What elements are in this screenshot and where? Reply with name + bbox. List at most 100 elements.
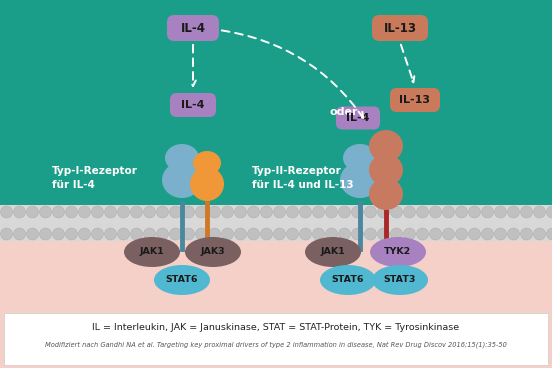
Ellipse shape	[124, 237, 180, 267]
FancyBboxPatch shape	[167, 15, 219, 41]
Circle shape	[104, 206, 116, 218]
Circle shape	[533, 206, 545, 218]
Circle shape	[300, 206, 311, 218]
Circle shape	[352, 228, 364, 240]
Ellipse shape	[305, 237, 361, 267]
FancyBboxPatch shape	[372, 15, 428, 41]
Circle shape	[235, 206, 247, 218]
Text: oder: oder	[330, 107, 358, 117]
Circle shape	[52, 206, 65, 218]
Bar	[0, 205, 552, 241]
Text: TYK2: TYK2	[384, 248, 412, 256]
Text: IL-4: IL-4	[346, 113, 370, 123]
Circle shape	[13, 206, 25, 218]
Circle shape	[26, 228, 39, 240]
Circle shape	[495, 228, 507, 240]
Circle shape	[507, 228, 519, 240]
Ellipse shape	[370, 237, 426, 267]
Circle shape	[209, 228, 220, 240]
FancyBboxPatch shape	[390, 88, 440, 112]
Circle shape	[235, 228, 247, 240]
Ellipse shape	[185, 237, 241, 267]
Text: Modifiziert nach Gandhi NA et al. Targeting key proximal drivers of type 2 infla: Modifiziert nach Gandhi NA et al. Target…	[45, 342, 507, 348]
Circle shape	[195, 228, 208, 240]
Text: IL-13: IL-13	[400, 95, 431, 105]
Text: JAK3: JAK3	[201, 248, 225, 256]
Circle shape	[455, 228, 468, 240]
Circle shape	[443, 228, 454, 240]
Circle shape	[338, 228, 351, 240]
Circle shape	[169, 228, 182, 240]
Circle shape	[390, 206, 402, 218]
Circle shape	[104, 228, 116, 240]
Circle shape	[13, 228, 25, 240]
Circle shape	[261, 206, 273, 218]
Circle shape	[261, 228, 273, 240]
Ellipse shape	[165, 144, 199, 172]
Ellipse shape	[193, 151, 221, 175]
Text: STAT6: STAT6	[166, 276, 198, 284]
Bar	[4, 313, 548, 365]
Circle shape	[469, 228, 480, 240]
Circle shape	[209, 206, 220, 218]
Circle shape	[404, 206, 416, 218]
Circle shape	[469, 206, 480, 218]
Circle shape	[352, 206, 364, 218]
Circle shape	[157, 228, 168, 240]
Circle shape	[300, 228, 311, 240]
Ellipse shape	[340, 162, 380, 198]
Circle shape	[1, 206, 13, 218]
Circle shape	[92, 228, 104, 240]
Bar	[0, 241, 552, 368]
Circle shape	[312, 206, 325, 218]
Circle shape	[417, 228, 428, 240]
Circle shape	[130, 206, 142, 218]
Circle shape	[546, 228, 552, 240]
Circle shape	[169, 206, 182, 218]
Circle shape	[326, 206, 337, 218]
Circle shape	[429, 228, 442, 240]
Circle shape	[326, 228, 337, 240]
Circle shape	[40, 206, 51, 218]
Circle shape	[221, 206, 233, 218]
Circle shape	[417, 206, 428, 218]
Ellipse shape	[154, 265, 210, 295]
Circle shape	[286, 206, 299, 218]
Circle shape	[455, 206, 468, 218]
Ellipse shape	[190, 167, 224, 201]
Ellipse shape	[372, 265, 428, 295]
Text: JAK1: JAK1	[321, 248, 346, 256]
Circle shape	[118, 228, 130, 240]
Circle shape	[378, 206, 390, 218]
Circle shape	[286, 228, 299, 240]
Circle shape	[312, 228, 325, 240]
Circle shape	[78, 206, 91, 218]
Circle shape	[533, 228, 545, 240]
Ellipse shape	[369, 130, 403, 162]
Circle shape	[273, 228, 285, 240]
Circle shape	[495, 206, 507, 218]
FancyBboxPatch shape	[336, 106, 380, 130]
Circle shape	[78, 228, 91, 240]
Circle shape	[26, 206, 39, 218]
Circle shape	[481, 206, 493, 218]
Text: JAK1: JAK1	[140, 248, 164, 256]
Circle shape	[364, 206, 376, 218]
Circle shape	[443, 206, 454, 218]
FancyBboxPatch shape	[170, 93, 216, 117]
Circle shape	[429, 206, 442, 218]
Circle shape	[390, 228, 402, 240]
Circle shape	[157, 206, 168, 218]
Circle shape	[404, 228, 416, 240]
Circle shape	[195, 206, 208, 218]
Circle shape	[144, 228, 156, 240]
Circle shape	[130, 228, 142, 240]
Circle shape	[66, 206, 77, 218]
Circle shape	[66, 228, 77, 240]
Text: Typ-II-Rezeptor
für IL-4 und IL-13: Typ-II-Rezeptor für IL-4 und IL-13	[252, 166, 354, 190]
Circle shape	[52, 228, 65, 240]
Circle shape	[481, 228, 493, 240]
Ellipse shape	[369, 154, 403, 186]
Circle shape	[378, 228, 390, 240]
Ellipse shape	[369, 178, 403, 210]
